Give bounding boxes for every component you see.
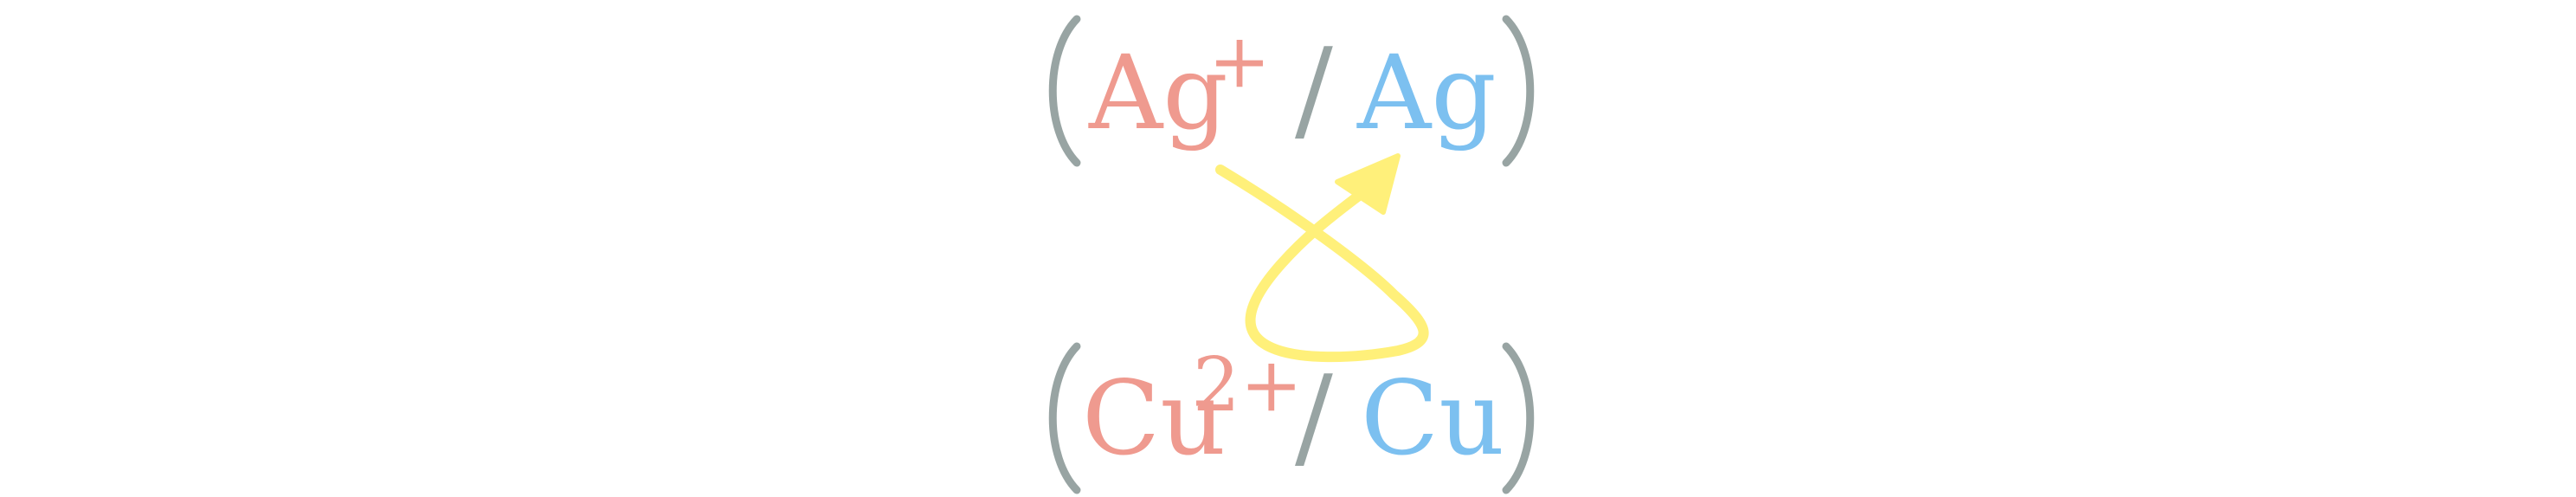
top-oxidant-charge: + [1208, 18, 1271, 105]
gamma-arrowhead [1335, 153, 1401, 215]
bottom-close-paren [1502, 342, 1535, 494]
bottom-open-paren [1048, 342, 1081, 494]
top-close-paren [1502, 15, 1535, 167]
gamma-loop-stroke [1215, 165, 1429, 363]
top-couple: Ag + / Ag [1048, 15, 1535, 167]
top-open-paren [1048, 15, 1081, 167]
bottom-separator: / [1295, 351, 1333, 482]
bottom-reductant-symbol: Cu [1361, 358, 1504, 478]
crossed-loop-arrow-icon [1215, 153, 1429, 363]
bottom-couple: Cu 2+ / Cu [1048, 342, 1535, 494]
bottom-oxidant-symbol: Cu [1082, 358, 1226, 478]
top-oxidant-symbol: Ag [1088, 33, 1228, 152]
top-reductant-symbol: Ag [1356, 33, 1497, 152]
top-separator: / [1295, 23, 1333, 155]
